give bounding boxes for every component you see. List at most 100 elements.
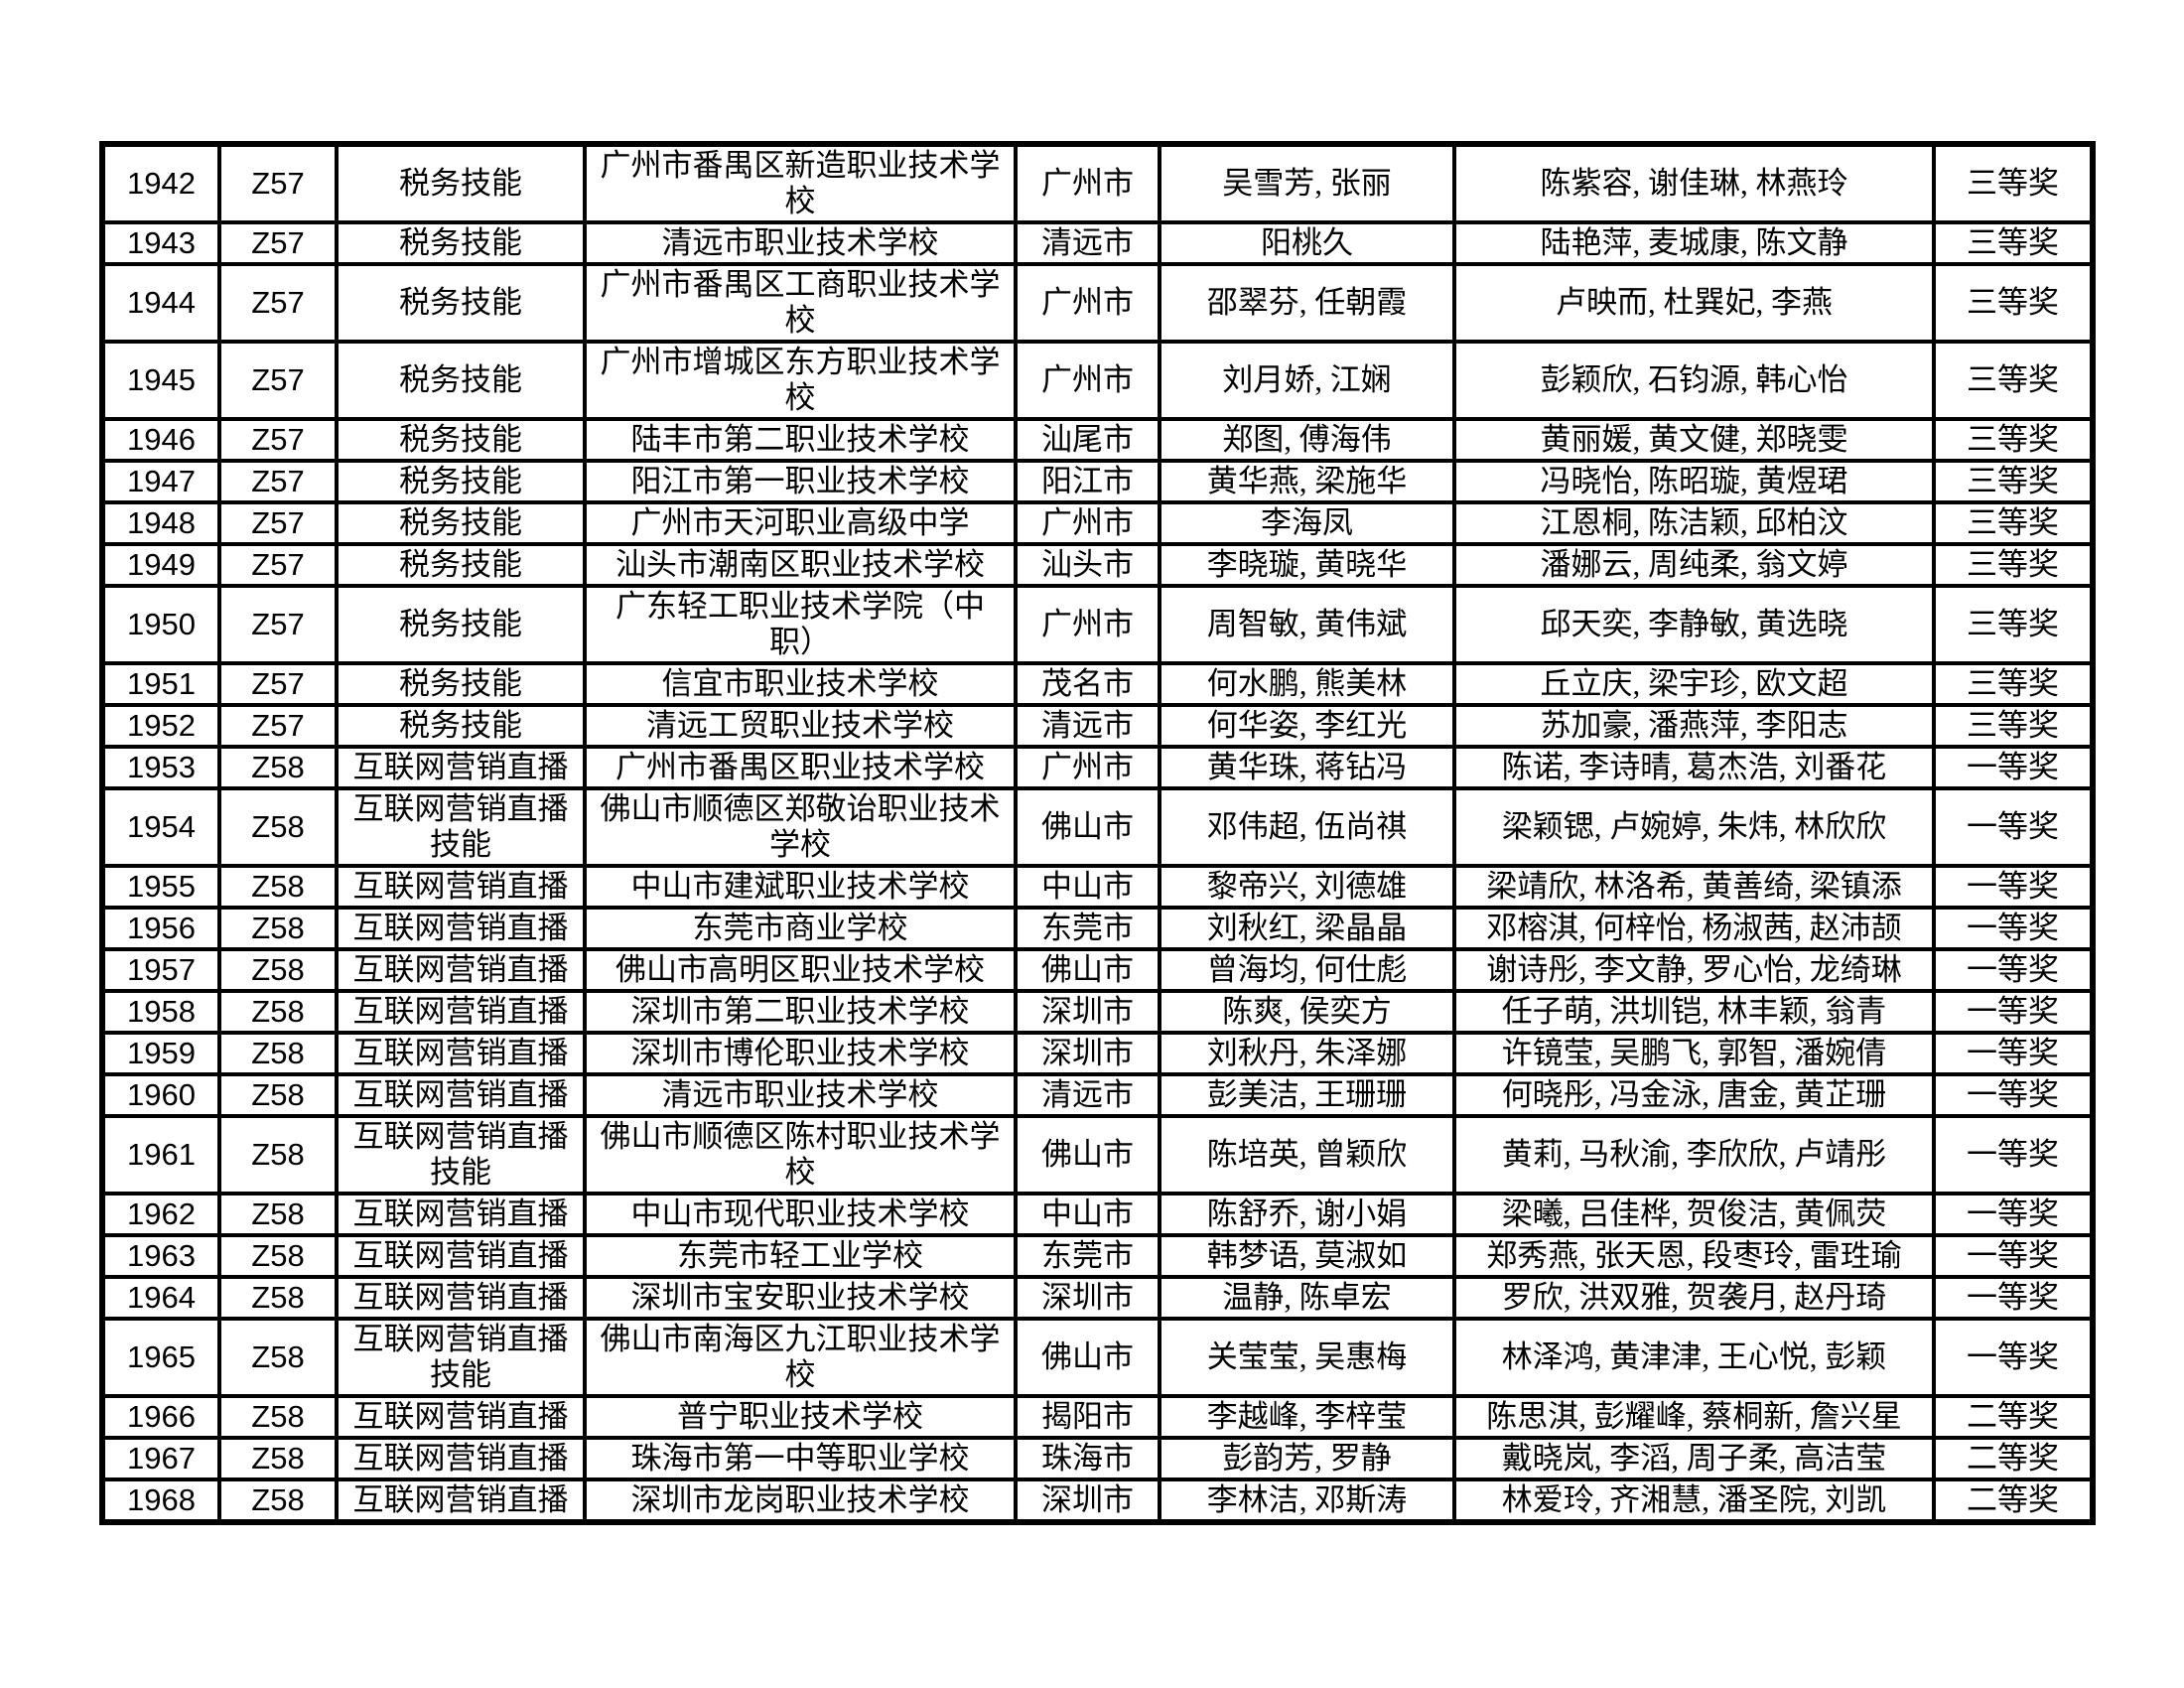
cell-school-name: 阳江市第一职业技术学校 — [583, 459, 1018, 504]
cell-student-names: 陈思淇, 彭耀峰, 蔡桐新, 詹兴星 — [1452, 1394, 1936, 1440]
cell-teacher-names: 陈舒乔, 谢小娟 — [1158, 1192, 1456, 1237]
cell-event-code: Z58 — [217, 1114, 339, 1196]
cell-event-name: 税务技能 — [335, 661, 587, 707]
cell-teacher-names: 陈爽, 侯奕方 — [1158, 989, 1456, 1035]
cell-teacher-names: 吴雪芳, 张丽 — [1158, 142, 1456, 224]
cell-teacher-names: 刘月娇, 江娴 — [1158, 340, 1456, 421]
cell-event-code: Z57 — [217, 542, 339, 588]
cell-school-name: 中山市现代职业技术学校 — [583, 1192, 1018, 1237]
cell-city-name: 佛山市 — [1014, 947, 1161, 993]
cell-event-name: 互联网营销直播 — [335, 947, 587, 993]
cell-event-code: Z58 — [217, 1031, 339, 1076]
cell-event-code: Z57 — [217, 262, 339, 344]
cell-event-name: 互联网营销直播 — [335, 1275, 587, 1321]
table-row: 1964 Z58 互联网营销直播 深圳市宝安职业技术学校 深圳市 温静, 陈卓宏… — [100, 1275, 2095, 1321]
cell-city-name: 汕尾市 — [1014, 417, 1161, 463]
cell-teacher-names: 黎帝兴, 刘德雄 — [1158, 864, 1456, 910]
cell-city-name: 广州市 — [1014, 262, 1161, 344]
cell-award-level: 三等奖 — [1932, 417, 2095, 463]
cell-school-name: 中山市建斌职业技术学校 — [583, 864, 1018, 910]
cell-teacher-names: 阳桃久 — [1158, 220, 1456, 266]
cell-school-name: 深圳市宝安职业技术学校 — [583, 1275, 1018, 1321]
cell-event-code: Z57 — [217, 661, 339, 707]
cell-award-level: 一等奖 — [1932, 989, 2095, 1035]
cell-teacher-names: 周智敏, 黄伟斌 — [1158, 584, 1456, 665]
cell-school-name: 深圳市龙岗职业技术学校 — [583, 1477, 1018, 1524]
cell-student-names: 陈诺, 李诗晴, 葛杰浩, 刘番花 — [1452, 745, 1936, 790]
table-row: 1946 Z57 税务技能 陆丰市第二职业技术学校 汕尾市 郑图, 傅海伟 黄丽… — [100, 417, 2095, 463]
table-row: 1945 Z57 税务技能 广州市增城区东方职业技术学校 广州市 刘月娇, 江娴… — [100, 340, 2095, 421]
cell-award-level: 一等奖 — [1932, 1233, 2095, 1279]
table-row: 1966 Z58 互联网营销直播 普宁职业技术学校 揭阳市 李越峰, 李梓莹 陈… — [100, 1394, 2095, 1440]
cell-row-number: 1960 — [100, 1072, 221, 1118]
table-row: 1950 Z57 税务技能 广东轻工职业技术学院（中职） 广州市 周智敏, 黄伟… — [100, 584, 2095, 665]
cell-award-level: 三等奖 — [1932, 262, 2095, 344]
cell-teacher-names: 陈培英, 曾颖欣 — [1158, 1114, 1456, 1196]
cell-award-level: 三等奖 — [1932, 220, 2095, 266]
cell-school-name: 广州市天河职业高级中学 — [583, 500, 1018, 546]
table-row: 1959 Z58 互联网营销直播 深圳市博伦职业技术学校 深圳市 刘秋丹, 朱泽… — [100, 1031, 2095, 1076]
cell-teacher-names: 何水鹏, 熊美林 — [1158, 661, 1456, 707]
table-row: 1965 Z58 互联网营销直播技能 佛山市南海区九江职业技术学校 佛山市 关莹… — [100, 1317, 2095, 1398]
cell-event-code: Z57 — [217, 500, 339, 546]
cell-city-name: 清远市 — [1014, 220, 1161, 266]
cell-teacher-names: 韩梦语, 莫淑如 — [1158, 1233, 1456, 1279]
cell-event-name: 互联网营销直播 — [335, 864, 587, 910]
table-row: 1949 Z57 税务技能 汕头市潮南区职业技术学校 汕头市 李晓璇, 黄晓华 … — [100, 542, 2095, 588]
cell-event-name: 互联网营销直播 — [335, 989, 587, 1035]
cell-school-name: 清远工贸职业技术学校 — [583, 703, 1018, 749]
cell-award-level: 二等奖 — [1932, 1477, 2095, 1524]
cell-city-name: 东莞市 — [1014, 1233, 1161, 1279]
cell-row-number: 1952 — [100, 703, 221, 749]
cell-school-name: 陆丰市第二职业技术学校 — [583, 417, 1018, 463]
table-row: 1957 Z58 互联网营销直播 佛山市高明区职业技术学校 佛山市 曾海均, 何… — [100, 947, 2095, 993]
cell-award-level: 二等奖 — [1932, 1436, 2095, 1481]
cell-award-level: 一等奖 — [1932, 1031, 2095, 1076]
cell-school-name: 广州市增城区东方职业技术学校 — [583, 340, 1018, 421]
table-row: 1958 Z58 互联网营销直播 深圳市第二职业技术学校 深圳市 陈爽, 侯奕方… — [100, 989, 2095, 1035]
cell-teacher-names: 李海凤 — [1158, 500, 1456, 546]
cell-event-name: 税务技能 — [335, 417, 587, 463]
cell-student-names: 梁颖锶, 卢婉婷, 朱炜, 林欣欣 — [1452, 786, 1936, 868]
cell-teacher-names: 邵翠芬, 任朝霞 — [1158, 262, 1456, 344]
cell-student-names: 任子萌, 洪圳铠, 林丰颖, 翁青 — [1452, 989, 1936, 1035]
cell-award-level: 二等奖 — [1932, 1394, 2095, 1440]
cell-event-name: 互联网营销直播技能 — [335, 786, 587, 868]
cell-city-name: 深圳市 — [1014, 989, 1161, 1035]
cell-row-number: 1962 — [100, 1192, 221, 1237]
cell-event-name: 互联网营销直播技能 — [335, 1317, 587, 1398]
cell-event-code: Z57 — [217, 340, 339, 421]
cell-row-number: 1953 — [100, 745, 221, 790]
cell-event-name: 税务技能 — [335, 584, 587, 665]
cell-school-name: 佛山市高明区职业技术学校 — [583, 947, 1018, 993]
cell-award-level: 一等奖 — [1932, 1072, 2095, 1118]
cell-student-names: 江恩桐, 陈洁颖, 邱柏汶 — [1452, 500, 1936, 546]
cell-teacher-names: 温静, 陈卓宏 — [1158, 1275, 1456, 1321]
cell-event-name: 互联网营销直播 — [335, 1233, 587, 1279]
cell-award-level: 一等奖 — [1932, 786, 2095, 868]
cell-teacher-names: 邓伟超, 伍尚祺 — [1158, 786, 1456, 868]
cell-student-names: 梁曦, 吕佳桦, 贺俊洁, 黄佩荧 — [1452, 1192, 1936, 1237]
cell-teacher-names: 郑图, 傅海伟 — [1158, 417, 1456, 463]
cell-school-name: 广东轻工职业技术学院（中职） — [583, 584, 1018, 665]
table-row: 1968 Z58 互联网营销直播 深圳市龙岗职业技术学校 深圳市 李林洁, 邓斯… — [100, 1477, 2095, 1524]
cell-event-code: Z57 — [217, 459, 339, 504]
cell-award-level: 三等奖 — [1932, 703, 2095, 749]
cell-teacher-names: 黄华珠, 蒋钻冯 — [1158, 745, 1456, 790]
table-row: 1947 Z57 税务技能 阳江市第一职业技术学校 阳江市 黄华燕, 梁施华 冯… — [100, 459, 2095, 504]
cell-event-name: 税务技能 — [335, 459, 587, 504]
cell-school-name: 广州市番禺区工商职业技术学校 — [583, 262, 1018, 344]
cell-school-name: 佛山市顺德区郑敬诒职业技术学校 — [583, 786, 1018, 868]
table-row: 1961 Z58 互联网营销直播技能 佛山市顺德区陈村职业技术学校 佛山市 陈培… — [100, 1114, 2095, 1196]
cell-row-number: 1946 — [100, 417, 221, 463]
cell-city-name: 中山市 — [1014, 1192, 1161, 1237]
cell-school-name: 广州市番禺区职业技术学校 — [583, 745, 1018, 790]
cell-city-name: 珠海市 — [1014, 1436, 1161, 1481]
cell-city-name: 清远市 — [1014, 1072, 1161, 1118]
cell-student-names: 彭颖欣, 石钧源, 韩心怡 — [1452, 340, 1936, 421]
cell-teacher-names: 刘秋丹, 朱泽娜 — [1158, 1031, 1456, 1076]
cell-row-number: 1954 — [100, 786, 221, 868]
awards-table: 1942 Z57 税务技能 广州市番禺区新造职业技术学校 广州市 吴雪芳, 张丽… — [99, 141, 2096, 1525]
table-row: 1948 Z57 税务技能 广州市天河职业高级中学 广州市 李海凤 江恩桐, 陈… — [100, 500, 2095, 546]
